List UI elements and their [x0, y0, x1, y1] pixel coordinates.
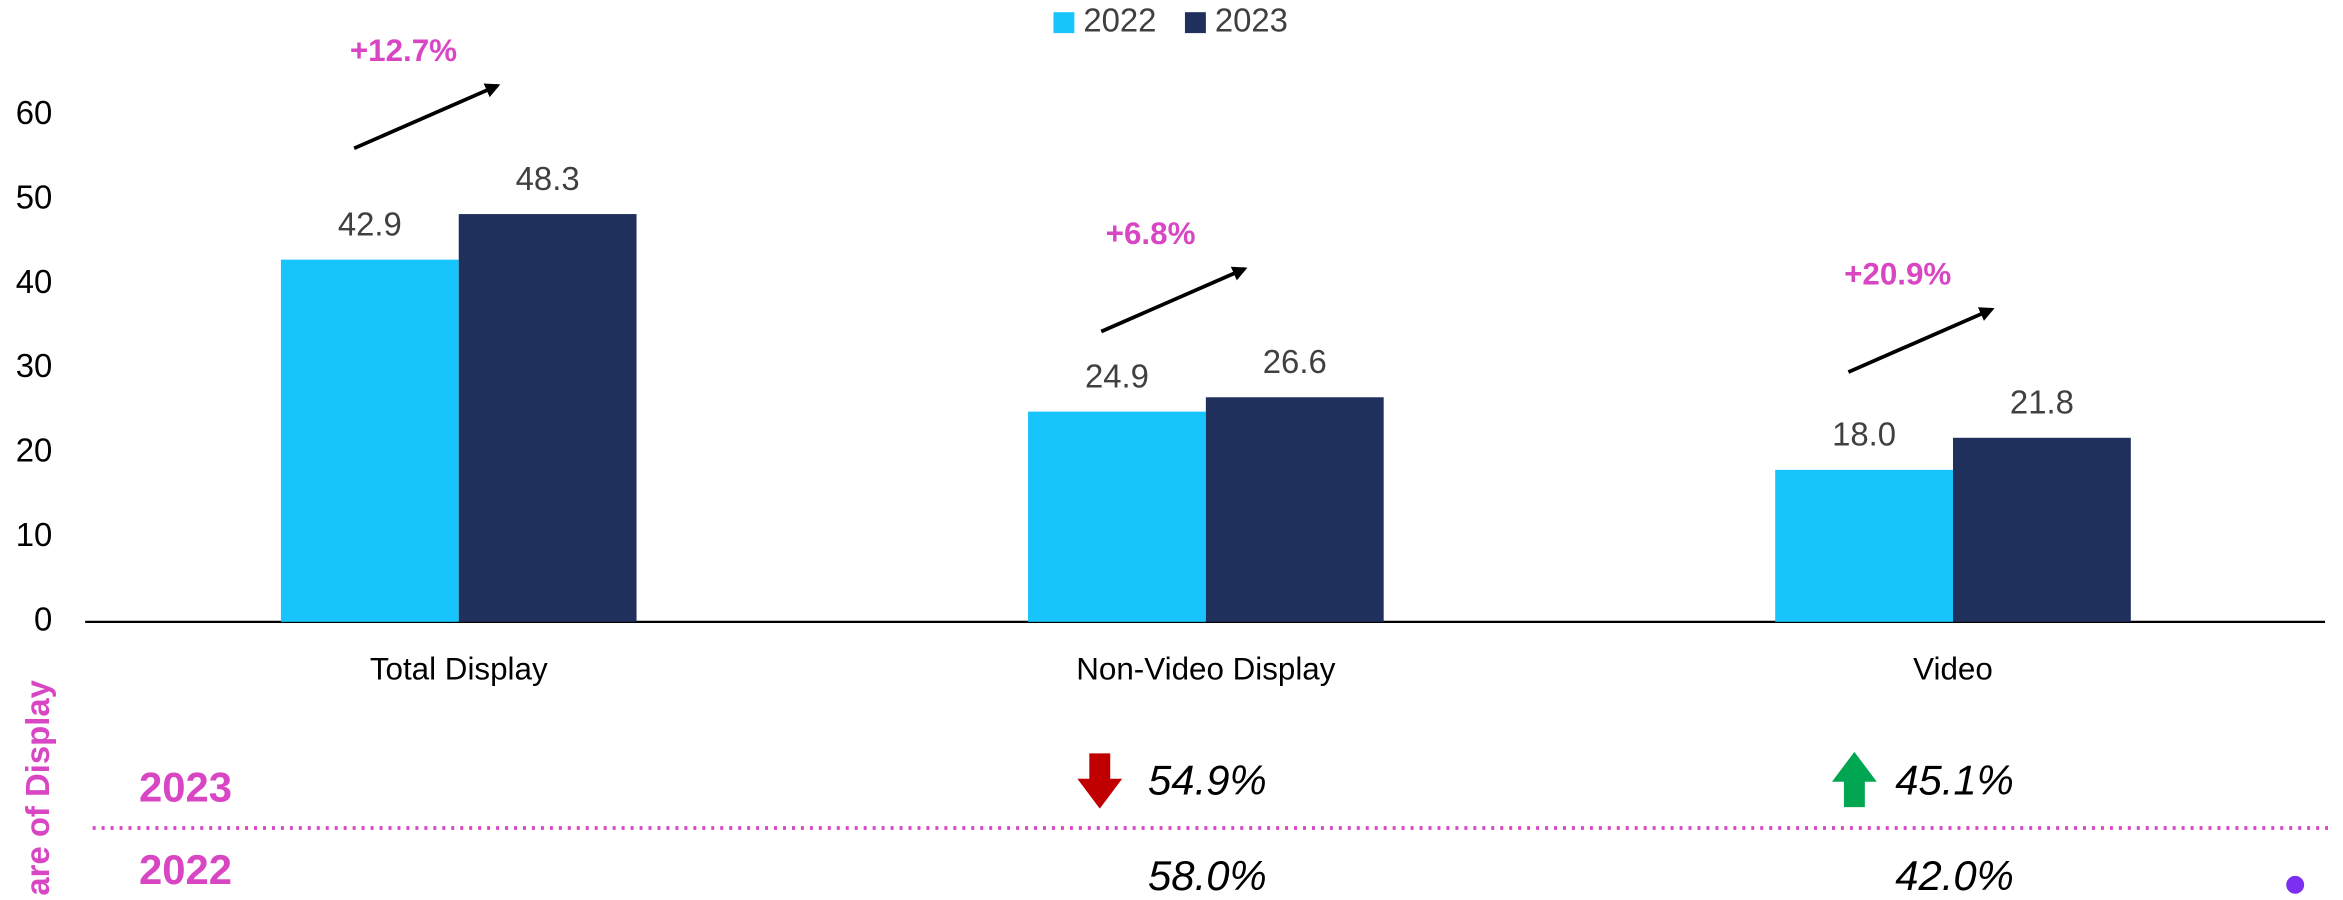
share-value: 42.0% [1895, 852, 2014, 899]
bar [1205, 397, 1384, 622]
x-tick-label: Video [1913, 651, 1993, 686]
data-label: 24.9 [1085, 357, 1149, 394]
growth-arrow [1847, 307, 1995, 374]
y-tick-label: 50 [16, 178, 53, 215]
bar [1028, 411, 1206, 622]
growth-arrow [1100, 266, 1248, 334]
y-tick-label: 40 [16, 263, 53, 300]
data-label: 18.0 [1832, 416, 1896, 453]
data-label: 21.8 [2010, 384, 2074, 421]
share-label: are of Display [19, 679, 56, 895]
growth-label: +6.8% [1106, 216, 1196, 251]
x-tick-label: Non-Video Display [1076, 651, 1335, 686]
y-tick-label: 20 [16, 432, 53, 469]
y-tick-label: 0 [34, 601, 52, 638]
bar [1775, 469, 1953, 622]
bar [280, 259, 459, 622]
data-label: 48.3 [516, 160, 580, 197]
legend-label: 2022 [1083, 1, 1156, 38]
share-year: 2023 [139, 764, 232, 811]
growth-label: +20.9% [1844, 257, 1951, 292]
growth-arrow [353, 83, 501, 151]
share-year: 2022 [139, 846, 232, 893]
y-tick-label: 60 [16, 94, 53, 131]
down-arrow [1077, 753, 1123, 809]
share-value: 54.9% [1148, 756, 1267, 803]
legend-swatch [1053, 12, 1075, 34]
data-label: 42.9 [338, 205, 402, 242]
bar [1952, 437, 2131, 622]
dot [2286, 875, 2305, 894]
data-label: 26.6 [1263, 343, 1327, 380]
legend-swatch [1184, 12, 1206, 34]
y-tick-label: 10 [16, 516, 53, 553]
y-tick-label: 30 [16, 347, 53, 384]
share-value: 45.1% [1895, 756, 2014, 803]
share-value: 58.0% [1148, 852, 1267, 899]
legend-label: 2023 [1215, 1, 1288, 38]
growth-label: +12.7% [350, 33, 457, 68]
up-arrow [1831, 751, 1877, 808]
bar [458, 214, 637, 622]
x-tick-label: Total Display [370, 651, 548, 686]
